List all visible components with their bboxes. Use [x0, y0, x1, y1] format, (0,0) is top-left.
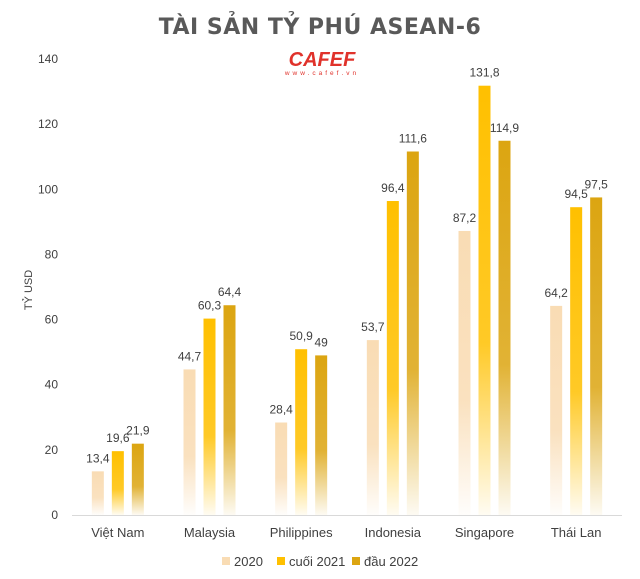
x-category-label: Philippines	[270, 525, 333, 540]
legend-swatch	[277, 557, 285, 565]
legend-swatch	[352, 557, 360, 565]
bar	[406, 151, 419, 515]
logo-subtext: www.cafef.vn	[284, 70, 359, 77]
x-category-label: Indonesia	[365, 525, 422, 540]
bar	[315, 355, 328, 515]
bar	[183, 369, 196, 515]
y-tick-label: 120	[38, 117, 58, 131]
logo-text: CAFEF	[289, 49, 356, 71]
y-tick-label: 140	[38, 52, 58, 66]
x-category-label: Singapore	[455, 525, 514, 540]
bar	[275, 422, 288, 515]
x-category-label: Thái Lan	[551, 525, 602, 540]
x-axis-categories: Việt Nam Malaysia Philippines Indonesia Sing…	[91, 525, 601, 540]
bar	[131, 443, 144, 515]
data-label: 19,6	[106, 431, 130, 445]
bar	[458, 230, 471, 515]
data-label: 50,9	[289, 329, 313, 343]
y-tick-label: 20	[45, 443, 59, 457]
bar	[478, 85, 491, 516]
y-tick-label: 0	[51, 508, 58, 522]
bar	[366, 340, 379, 515]
x-category-label: Malaysia	[184, 525, 236, 540]
y-tick-label: 40	[45, 378, 59, 392]
y-axis-label: TỶ USD	[22, 270, 35, 310]
bars	[91, 85, 603, 516]
data-label: 21,9	[126, 424, 150, 438]
y-axis: 0 20 40 60 80 100 120 140	[38, 52, 58, 522]
data-label: 13,4	[86, 451, 110, 465]
data-label: 96,4	[381, 181, 405, 195]
data-label: 94,5	[564, 187, 588, 201]
bar	[295, 349, 308, 515]
y-tick-label: 80	[45, 247, 59, 261]
bar	[91, 471, 104, 515]
data-label: 114,9	[490, 121, 519, 135]
y-tick-label: 60	[45, 313, 59, 327]
bar	[570, 207, 583, 515]
legend-swatch	[222, 557, 230, 565]
data-label: 131,8	[469, 66, 499, 80]
data-label: 64,2	[544, 286, 568, 300]
data-labels: 13,4 19,621,9 44,7 60,364,4 28,4 50,9 49 53,7 96…	[86, 66, 608, 466]
data-label: 60,3	[198, 299, 222, 313]
y-tick-label: 100	[38, 182, 58, 196]
legend: 2020 cuối 2021 đầu 2022	[222, 554, 418, 569]
bar	[550, 305, 563, 515]
bar	[590, 197, 603, 515]
legend-label: đầu 2022	[364, 554, 418, 569]
x-category-label: Việt Nam	[91, 525, 144, 540]
data-label: 97,5	[584, 177, 608, 191]
data-label: 28,4	[269, 402, 293, 416]
legend-label: 2020	[234, 554, 263, 569]
data-label: 49	[314, 335, 328, 349]
bar	[223, 305, 236, 515]
data-label: 44,7	[178, 349, 202, 363]
bar	[498, 140, 511, 516]
data-label: 53,7	[361, 320, 385, 334]
legend-label: cuối 2021	[289, 554, 345, 569]
cafef-logo: CAFEF www.cafef.vn	[284, 49, 359, 77]
bar	[203, 318, 216, 515]
bar	[111, 451, 124, 515]
data-label: 111,6	[399, 132, 428, 146]
data-label: 64,4	[218, 285, 242, 299]
data-label: 87,2	[453, 211, 477, 225]
bar	[386, 201, 399, 516]
chart-title: TÀI SẢN TỶ PHÚ ASEAN-6	[159, 12, 482, 40]
